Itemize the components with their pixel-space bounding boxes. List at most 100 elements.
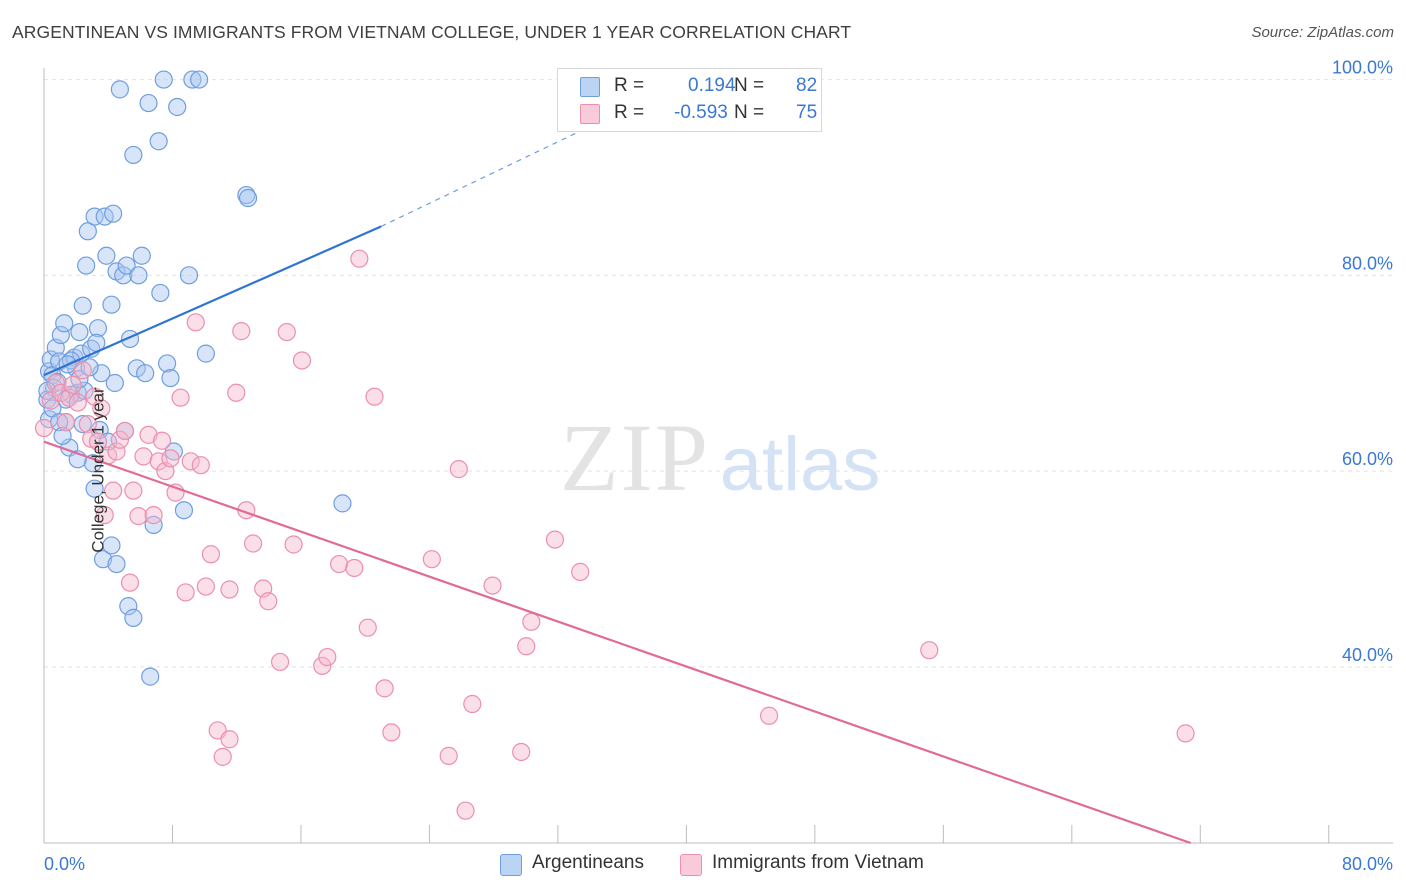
chart-title: ARGENTINEAN VS IMMIGRANTS FROM VIETNAM C… (12, 22, 852, 42)
data-point-argentineans (157, 354, 177, 373)
legend-swatch-blue (500, 854, 522, 876)
data-point-vietnam (63, 375, 82, 395)
data-point-argentineans (114, 266, 133, 285)
data-point-vietnam (201, 545, 221, 564)
stats-r-value: -0.593 (674, 102, 728, 123)
y-axis-label: College, Under 1 year (88, 387, 108, 553)
data-point-vietnam (181, 452, 200, 471)
data-point-vietnam (522, 612, 541, 631)
data-point-vietnam (144, 506, 163, 525)
data-point-vietnam (110, 430, 129, 449)
data-point-vietnam (120, 573, 140, 592)
data-point-vietnam (456, 801, 475, 820)
data-point-vietnam (313, 656, 332, 675)
data-point-vietnam (259, 592, 278, 611)
legend-swatch-pink (680, 854, 702, 876)
data-point-argentineans (70, 322, 89, 342)
data-point-argentineans (129, 266, 148, 285)
stats-swatch-blue (580, 77, 600, 97)
data-point-vietnam (227, 383, 246, 402)
data-point-argentineans (149, 132, 168, 151)
data-point-vietnam (358, 618, 377, 637)
data-point-vietnam (284, 535, 303, 554)
data-point-argentineans (151, 283, 170, 303)
data-point-vietnam (95, 506, 114, 525)
stats-box: R = 0.194 N = 82 R = -0.593 N = 75 (557, 68, 822, 132)
data-point-argentineans (53, 426, 72, 445)
data-point-vietnam (350, 249, 369, 268)
data-point-vietnam (107, 442, 126, 461)
data-point-vietnam (92, 399, 111, 418)
source-label: Source: ZipAtlas.com (1251, 24, 1394, 41)
data-point-argentineans (93, 550, 113, 569)
data-point-vietnam (176, 583, 195, 602)
data-point-argentineans (183, 70, 202, 89)
data-point-vietnam (115, 421, 135, 441)
stats-swatch-pink (580, 104, 600, 124)
data-point-argentineans (107, 554, 126, 574)
data-point-vietnam (318, 647, 337, 667)
axes (43, 68, 1393, 844)
legend: Argentineans Immigrants from Vietnam (0, 852, 1406, 878)
data-point-vietnam (88, 432, 108, 451)
data-point-argentineans (238, 188, 258, 208)
data-point-vietnam (270, 652, 290, 672)
data-point-argentineans (55, 314, 74, 333)
data-point-vietnam (365, 387, 384, 406)
data-point-argentineans (104, 204, 123, 223)
data-point-vietnam (34, 418, 54, 438)
legend-label: Immigrants from Vietnam (712, 852, 924, 873)
data-point-argentineans (144, 515, 163, 535)
data-point-vietnam (512, 742, 531, 762)
data-point-vietnam (161, 449, 180, 468)
data-point-argentineans (85, 479, 104, 498)
data-point-vietnam (139, 425, 158, 444)
data-point-vietnam (85, 387, 104, 406)
data-point-vietnam (571, 562, 590, 581)
data-point-vietnam (232, 322, 251, 341)
data-point-vietnam (759, 706, 779, 725)
data-point-argentineans (141, 667, 160, 686)
data-point-argentineans (174, 501, 194, 520)
data-point-argentineans (139, 93, 158, 113)
x-tick-label: 0.0% (44, 854, 85, 874)
data-point-vietnam (375, 679, 394, 698)
data-point-vietnam (463, 694, 482, 714)
data-point-vietnam (134, 447, 153, 466)
data-point-vietnam (129, 506, 148, 526)
data-point-argentineans (77, 256, 96, 275)
data-point-argentineans (168, 97, 187, 117)
stats-r-label: R = (614, 75, 645, 96)
y-tick-label: 60.0% (1342, 449, 1393, 469)
data-point-argentineans (179, 266, 199, 285)
data-point-argentineans (92, 364, 111, 383)
data-point-argentineans (78, 222, 97, 241)
data-point-argentineans (73, 296, 92, 315)
data-point-argentineans (136, 364, 155, 383)
data-point-vietnam (329, 554, 349, 574)
stats-r-value: 0.194 (688, 75, 736, 96)
y-tick-label: 80.0% (1342, 253, 1393, 273)
trend-line-argentineans (43, 225, 382, 377)
data-point-argentineans (117, 256, 136, 275)
data-point-argentineans (102, 536, 121, 555)
data-point-vietnam (149, 452, 168, 471)
data-point-argentineans (51, 325, 70, 345)
data-point-vietnam (292, 351, 312, 370)
grid-lines (44, 79, 1393, 668)
data-point-argentineans (97, 246, 116, 265)
data-point-vietnam (345, 558, 364, 578)
y-tick-label: 40.0% (1342, 645, 1393, 665)
watermark-atlas: atlas (720, 422, 881, 507)
data-point-argentineans (132, 246, 151, 265)
data-point-argentineans (119, 597, 138, 616)
x-tick-label: 80.0% (1342, 854, 1393, 874)
data-point-vietnam (186, 313, 205, 332)
data-point-vietnam (243, 534, 263, 553)
data-point-vietnam (220, 730, 239, 749)
data-point-argentineans (110, 80, 129, 99)
data-point-argentineans (83, 454, 103, 473)
data-point-vietnam (382, 723, 401, 742)
data-point-argentineans (102, 295, 121, 314)
data-point-argentineans (85, 207, 104, 226)
